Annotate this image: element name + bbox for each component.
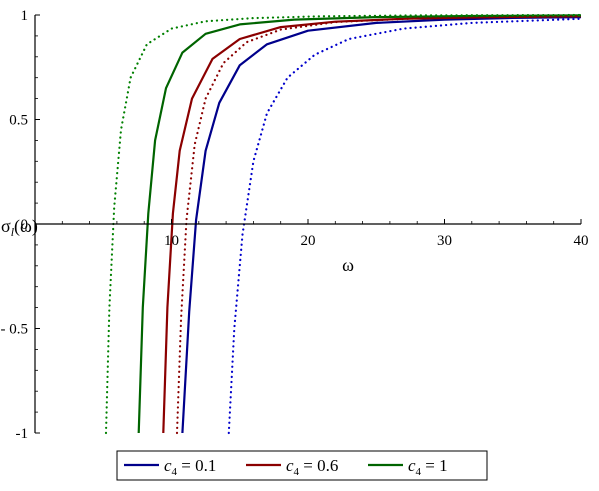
y-axis-label: σl(ω): [1, 216, 38, 239]
y-tick-label: 0: [21, 217, 29, 233]
legend-box: [116, 450, 488, 481]
y-tick-label: 0.5: [9, 113, 28, 129]
legend-label: c4 = 0.1: [164, 456, 216, 478]
x-tick-label: 30: [437, 233, 452, 249]
plot-area: 10 20 30 40 -1 - 0.5 0 0.5 1: [1, 8, 589, 442]
series-line-2: [137, 14, 582, 434]
y-axis-label-symbol: σ: [1, 216, 11, 236]
legend-label: c4 = 0.6: [286, 456, 338, 478]
x-tick-label: 20: [301, 233, 316, 249]
series-line-0: [181, 16, 582, 434]
y-axis-label-subscript: l: [11, 225, 15, 239]
series-line-3: [227, 17, 583, 435]
x-tick-label: 40: [574, 233, 589, 249]
series-line-1: [162, 15, 582, 434]
x-ticks: 10 20 30 40: [61, 219, 589, 249]
y-axis-label-argument: (ω): [14, 216, 38, 237]
x-axis-label: ω: [342, 255, 354, 275]
x-tick-label: 10: [164, 233, 179, 249]
y-tick-label: - 0.5: [1, 322, 29, 338]
series-line-4: [175, 15, 583, 435]
y-ticks: -1 - 0.5 0 0.5 1: [1, 8, 40, 442]
y-tick-label: -1: [16, 426, 29, 442]
legend: c4 = 0.1 c4 = 0.6 c4 = 1: [116, 450, 488, 481]
legend-label: c4 = 1: [408, 456, 448, 478]
legend-items: c4 = 0.1 c4 = 0.6 c4 = 1: [124, 456, 448, 478]
y-tick-label: 1: [21, 8, 29, 24]
